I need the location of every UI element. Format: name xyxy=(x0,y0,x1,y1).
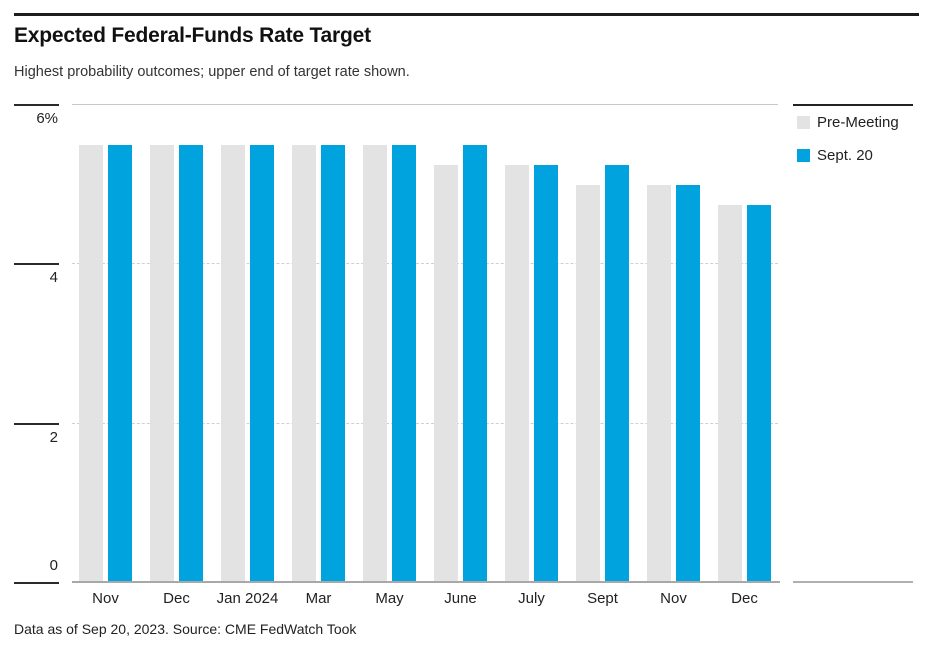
x-tick-label: Nov xyxy=(92,590,119,607)
bar-sept20 xyxy=(463,144,487,582)
gridline-top xyxy=(72,104,778,105)
x-tick-label: Mar xyxy=(305,590,332,607)
chart-title: Expected Federal-Funds Rate Target xyxy=(14,24,371,47)
bar-sept20 xyxy=(321,144,345,582)
bar-sept20 xyxy=(534,164,558,582)
bar-sept20 xyxy=(179,144,203,582)
legend-top-rule xyxy=(793,104,913,106)
bar-pre-meeting xyxy=(505,164,529,582)
legend: Pre-Meeting Sept. 20 xyxy=(793,104,913,583)
bar-pre-meeting xyxy=(434,164,458,582)
bar-pre-meeting xyxy=(718,204,742,582)
gridline xyxy=(72,263,778,265)
bar-sept20 xyxy=(747,204,771,582)
x-tick-label: June xyxy=(444,590,477,607)
legend-label: Pre-Meeting xyxy=(817,114,899,131)
y-tick-label: 4 xyxy=(49,269,58,287)
plot-area xyxy=(72,104,778,582)
source-note: Data as of Sep 20, 2023. Source: CME Fed… xyxy=(14,621,357,637)
bar-sept20 xyxy=(250,144,274,582)
bar-pre-meeting xyxy=(292,144,316,582)
bar-pre-meeting xyxy=(221,144,245,582)
x-tick-label: Sept xyxy=(587,590,618,607)
legend-swatch-sept20 xyxy=(797,149,810,162)
legend-bottom-rule xyxy=(793,581,913,583)
gridline xyxy=(72,422,778,424)
x-tick-label: Nov xyxy=(660,590,687,607)
y-tick-label: 0 xyxy=(49,557,58,574)
bar-sept20 xyxy=(392,144,416,582)
legend-swatch-pre-meeting xyxy=(797,116,810,129)
y-tick-label: 6% xyxy=(36,110,58,127)
bar-pre-meeting xyxy=(363,144,387,582)
bar-sept20 xyxy=(605,164,629,582)
x-tick-label: Dec xyxy=(163,590,190,607)
bar-sept20 xyxy=(676,184,700,582)
bar-pre-meeting xyxy=(647,184,671,582)
legend-label: Sept. 20 xyxy=(817,147,873,164)
x-tick-label: Jan 2024 xyxy=(216,590,279,607)
x-tick-label: July xyxy=(518,590,545,607)
bar-pre-meeting xyxy=(576,184,600,582)
bar-pre-meeting xyxy=(150,144,174,582)
y-tick-line xyxy=(14,263,59,266)
bar-sept20 xyxy=(108,144,132,582)
y-tick-label: 2 xyxy=(49,428,58,446)
x-tick-label: Dec xyxy=(731,590,758,607)
y-tick-line xyxy=(14,582,59,584)
y-tick-line xyxy=(14,104,59,106)
top-rule xyxy=(14,13,919,16)
x-axis-baseline xyxy=(72,581,780,583)
legend-item: Pre-Meeting xyxy=(797,114,913,132)
legend-item: Sept. 20 xyxy=(797,147,913,165)
bar-pre-meeting xyxy=(79,144,103,582)
x-tick-label: May xyxy=(375,590,404,607)
y-tick-line xyxy=(14,422,59,425)
chart-subtitle: Highest probability outcomes; upper end … xyxy=(14,64,410,80)
